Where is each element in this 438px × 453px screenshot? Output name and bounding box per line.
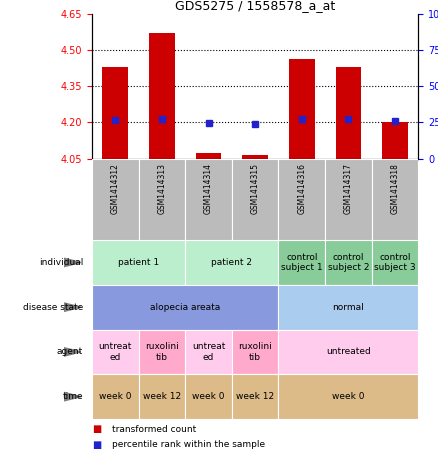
Text: week 0: week 0 [99,392,131,401]
Text: ■: ■ [92,424,101,434]
Text: GSM1414313: GSM1414313 [157,163,166,214]
Bar [138,374,185,419]
Text: alopecia areata: alopecia areata [150,303,220,312]
Text: GSM1414316: GSM1414316 [297,163,306,214]
Bar [279,240,325,285]
Bar [185,374,232,419]
Bar [92,159,138,240]
Text: agent: agent [57,347,83,357]
Text: percentile rank within the sample: percentile rank within the sample [112,440,265,449]
Bar [336,67,361,159]
Bar [232,374,279,419]
Bar [185,240,279,285]
Bar [185,330,232,374]
Text: GSM1414317: GSM1414317 [344,163,353,214]
Text: GSM1414314: GSM1414314 [204,163,213,214]
Text: GSM1414315: GSM1414315 [251,163,260,214]
Bar [196,153,221,159]
Polygon shape [64,303,81,312]
Text: week 12: week 12 [143,392,181,401]
Bar [138,330,185,374]
Bar [382,122,408,159]
Bar [92,330,138,374]
Text: normal: normal [332,303,364,312]
Text: untreated: untreated [326,347,371,357]
Text: patient 1: patient 1 [118,258,159,267]
Text: untreat
ed: untreat ed [99,342,132,361]
Bar [138,159,185,240]
Bar [92,240,185,285]
Bar [279,285,418,330]
Bar [242,155,268,159]
Text: control
subject 1: control subject 1 [281,253,322,272]
Text: week 0: week 0 [192,392,225,401]
Text: individual: individual [39,258,83,267]
Bar [325,159,372,240]
Text: control
subject 2: control subject 2 [328,253,369,272]
Text: patient 2: patient 2 [211,258,252,267]
Text: control
subject 3: control subject 3 [374,253,416,272]
Bar [279,374,418,419]
Title: GDS5275 / 1558578_a_at: GDS5275 / 1558578_a_at [175,0,335,12]
Text: disease state: disease state [23,303,83,312]
Bar [232,159,279,240]
Bar [232,330,279,374]
Text: ■: ■ [92,440,101,450]
Polygon shape [64,392,81,401]
Bar [279,159,325,240]
Text: ruxolini
tib: ruxolini tib [145,342,179,361]
Text: GSM1414312: GSM1414312 [111,163,120,213]
Bar [92,285,279,330]
Text: transformed count: transformed count [112,425,196,434]
Polygon shape [64,258,81,267]
Text: time: time [63,392,83,401]
Bar [325,240,372,285]
Polygon shape [64,347,81,356]
Bar [149,33,175,159]
Text: week 0: week 0 [332,392,364,401]
Text: GSM1414318: GSM1414318 [391,163,399,213]
Text: untreat
ed: untreat ed [192,342,225,361]
Bar [185,159,232,240]
Text: ruxolini
tib: ruxolini tib [238,342,272,361]
Bar [102,67,128,159]
Bar [372,240,418,285]
Bar [289,59,314,159]
Bar [372,159,418,240]
Bar [92,374,138,419]
Bar [279,330,418,374]
Text: week 12: week 12 [236,392,274,401]
